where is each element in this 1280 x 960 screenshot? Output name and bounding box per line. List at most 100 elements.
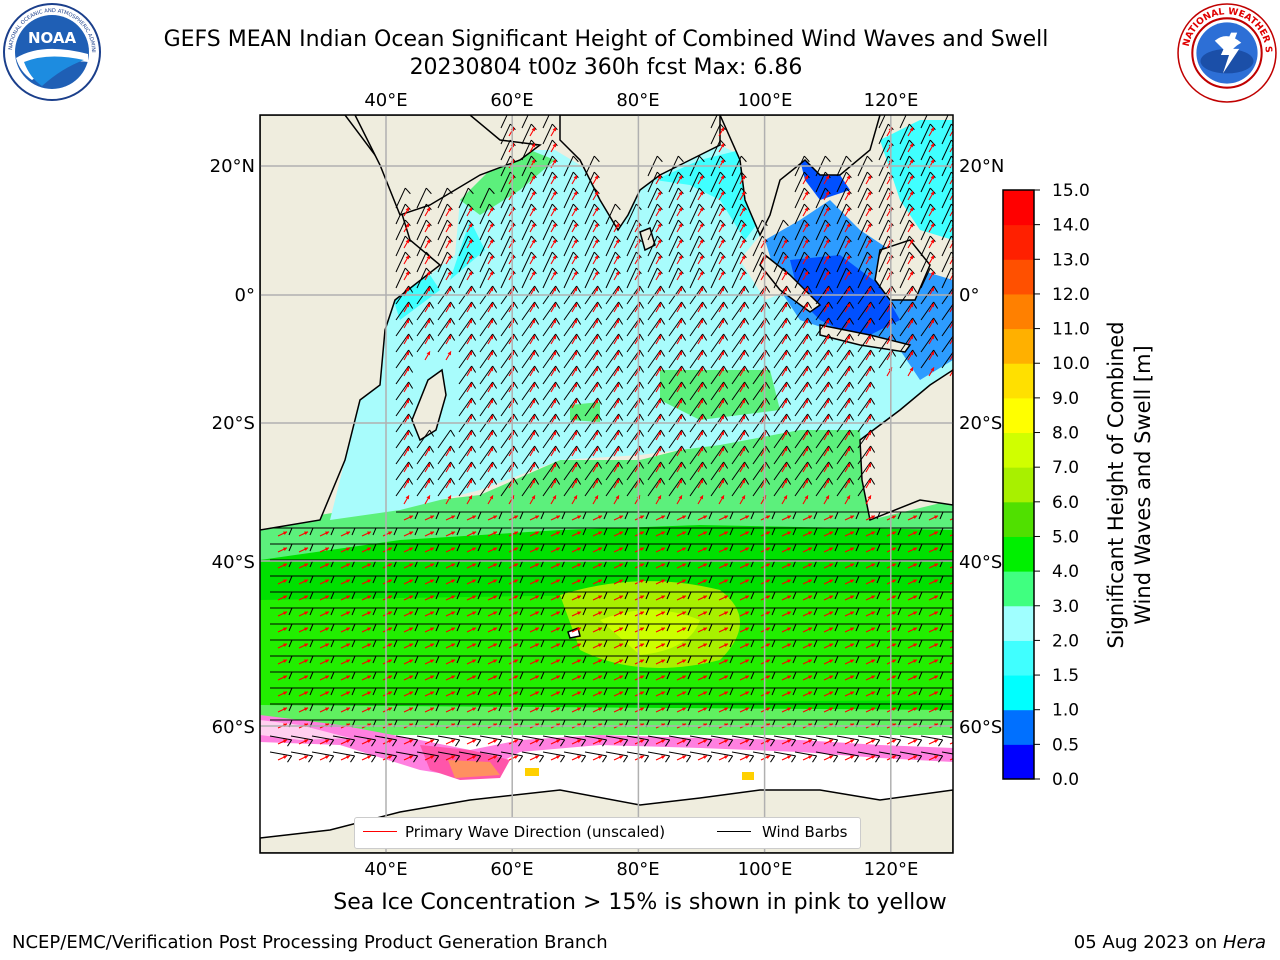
wave-direction-arrow: [718, 319, 725, 329]
wave-direction-arrow: [466, 239, 473, 249]
wave-direction-arrow: [487, 335, 494, 345]
wind-barb: [920, 187, 936, 209]
wave-direction-arrow: [487, 755, 498, 761]
wind-barb: [710, 751, 734, 763]
wave-direction-arrow: [928, 239, 935, 249]
wave-direction-arrow: [739, 271, 746, 281]
wave-direction-arrow: [718, 611, 729, 617]
wave-direction-arrow: [718, 447, 725, 457]
wave-direction-arrow: [802, 531, 813, 537]
wave-direction-arrow: [340, 659, 351, 665]
wind-barb: [312, 671, 335, 680]
wind-barb: [879, 671, 902, 680]
wind-barb: [920, 123, 936, 145]
wave-direction-arrow: [949, 725, 953, 729]
wave-direction-arrow: [928, 755, 939, 761]
wind-barb: [458, 251, 474, 273]
wave-direction-arrow: [739, 515, 750, 521]
wave-direction-arrow: [571, 207, 578, 217]
noaa-logo-icon: NOAA NATIONAL OCEANIC AND ATMOSPHERIC AD…: [2, 2, 101, 101]
colorbar-segment: [1003, 397, 1034, 434]
wave-direction-arrow: [445, 643, 456, 649]
wave-direction-arrow: [676, 643, 687, 649]
wave-direction-arrow: [508, 643, 519, 649]
wind-barb: [773, 235, 789, 257]
wave-direction-arrow: [781, 239, 788, 249]
wind-barb: [395, 235, 411, 257]
wind-barb: [270, 687, 293, 696]
wind-barb: [732, 703, 755, 712]
wave-direction-arrow: [781, 659, 792, 665]
wave-direction-arrow: [445, 675, 456, 681]
wind-barb: [417, 543, 440, 552]
wave-direction-arrow: [508, 611, 519, 617]
wave-direction-arrow: [844, 595, 855, 601]
wave-direction-arrow: [298, 643, 309, 649]
wind-barb: [858, 623, 881, 632]
wave-direction-arrow: [718, 547, 729, 553]
wave-direction-arrow: [697, 595, 708, 601]
wave-direction-arrow: [445, 351, 452, 361]
wave-direction-arrow: [508, 659, 519, 665]
wind-barb: [584, 267, 600, 289]
colorbar-segment: [1003, 501, 1034, 537]
wave-direction-arrow: [613, 643, 624, 649]
wave-direction-arrow: [529, 143, 536, 153]
wave-direction-arrow: [634, 531, 645, 537]
wind-barb: [921, 527, 944, 536]
wind-barb: [920, 751, 944, 763]
wind-barb: [291, 543, 314, 552]
wave-direction-arrow: [361, 531, 372, 537]
wave-direction-arrow: [781, 319, 788, 329]
wind-barb: [291, 703, 314, 712]
wave-direction-arrow: [550, 175, 557, 185]
wave-direction-arrow: [760, 611, 771, 617]
wave-direction-arrow: [487, 659, 498, 665]
wind-barb: [816, 543, 839, 552]
wave-direction-arrow: [529, 127, 536, 137]
wind-barb: [312, 543, 335, 552]
wave-direction-arrow: [571, 579, 582, 585]
wave-direction-arrow: [781, 255, 788, 265]
wind-barb: [879, 703, 902, 712]
wave-direction-arrow: [571, 223, 578, 233]
wave-direction-arrow: [445, 303, 452, 313]
wind-barb: [879, 511, 902, 520]
wind-barb: [396, 639, 419, 648]
wave-direction-arrow: [781, 595, 792, 601]
wind-barb: [606, 607, 629, 616]
wave-direction-arrow: [655, 691, 666, 697]
wave-direction-arrow: [613, 611, 624, 617]
wind-barb: [353, 735, 377, 747]
wave-direction-arrow: [844, 191, 851, 201]
wind-barb: [354, 623, 377, 632]
wind-barb: [585, 511, 608, 520]
wind-barb: [416, 751, 440, 763]
wind-barb: [480, 543, 503, 552]
wind-barb: [354, 639, 377, 648]
wave-direction-arrow: [802, 643, 813, 649]
wave-direction-arrow: [613, 335, 620, 345]
wave-direction-arrow: [613, 383, 620, 393]
wave-direction-arrow: [445, 611, 456, 617]
wave-direction-arrow: [781, 515, 792, 521]
wave-direction-arrow: [613, 531, 624, 537]
wave-direction-arrow: [823, 255, 830, 265]
wind-barb: [900, 623, 923, 632]
wind-barb: [291, 623, 314, 632]
wave-direction-arrow: [445, 223, 452, 233]
wind-barb: [795, 591, 818, 600]
wind-barb: [794, 171, 810, 193]
wind-barb: [417, 703, 440, 712]
wind-barb: [920, 219, 936, 241]
wind-barb: [774, 543, 797, 552]
wind-barb: [879, 623, 902, 632]
lon-tick-label: 60°E: [490, 90, 533, 111]
sea-ice-caption: Sea Ice Concentration > 15% is shown in …: [333, 890, 947, 915]
wave-direction-arrow: [676, 399, 683, 409]
colorbar-tick-label: 10.0: [1052, 354, 1090, 374]
wave-direction-arrow: [592, 691, 603, 697]
wind-barb: [900, 543, 923, 552]
wind-barb: [459, 623, 482, 632]
wave-direction-arrow: [718, 127, 725, 137]
